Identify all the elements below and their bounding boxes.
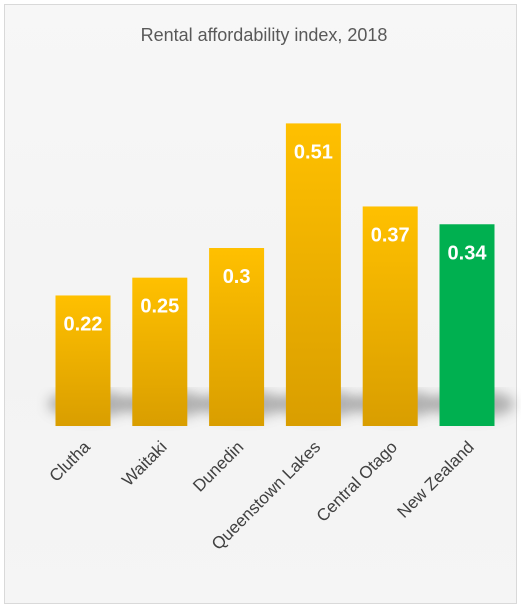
data-label-central-otago: 0.37 [371, 224, 410, 246]
bar-dunedin [209, 248, 265, 426]
bar-central-otago [362, 206, 418, 426]
bar-clutha [55, 295, 111, 426]
bar-waitaki [132, 277, 188, 426]
category-label-waitaki: Waitaki [118, 437, 170, 489]
category-label-new-zealand: New Zealand [394, 437, 478, 521]
data-label-waitaki: 0.25 [140, 296, 179, 318]
data-label-queenstown-lakes: 0.51 [294, 141, 333, 163]
data-label-dunedin: 0.3 [223, 266, 251, 288]
data-labels: 0.22 0.25 0.3 0.51 0.37 0.34 [64, 141, 488, 335]
data-label-new-zealand: 0.34 [448, 242, 488, 264]
category-label-central-otago: Central Otago [313, 437, 401, 525]
category-label-clutha: Clutha [46, 437, 95, 486]
bar-series [55, 123, 495, 427]
chart-title: Rental affordability index, 2018 [141, 25, 388, 45]
bar-queenstown-lakes [285, 123, 341, 427]
data-label-clutha: 0.22 [64, 313, 103, 335]
category-label-dunedin: Dunedin [189, 437, 247, 495]
bar-new-zealand [439, 224, 495, 426]
